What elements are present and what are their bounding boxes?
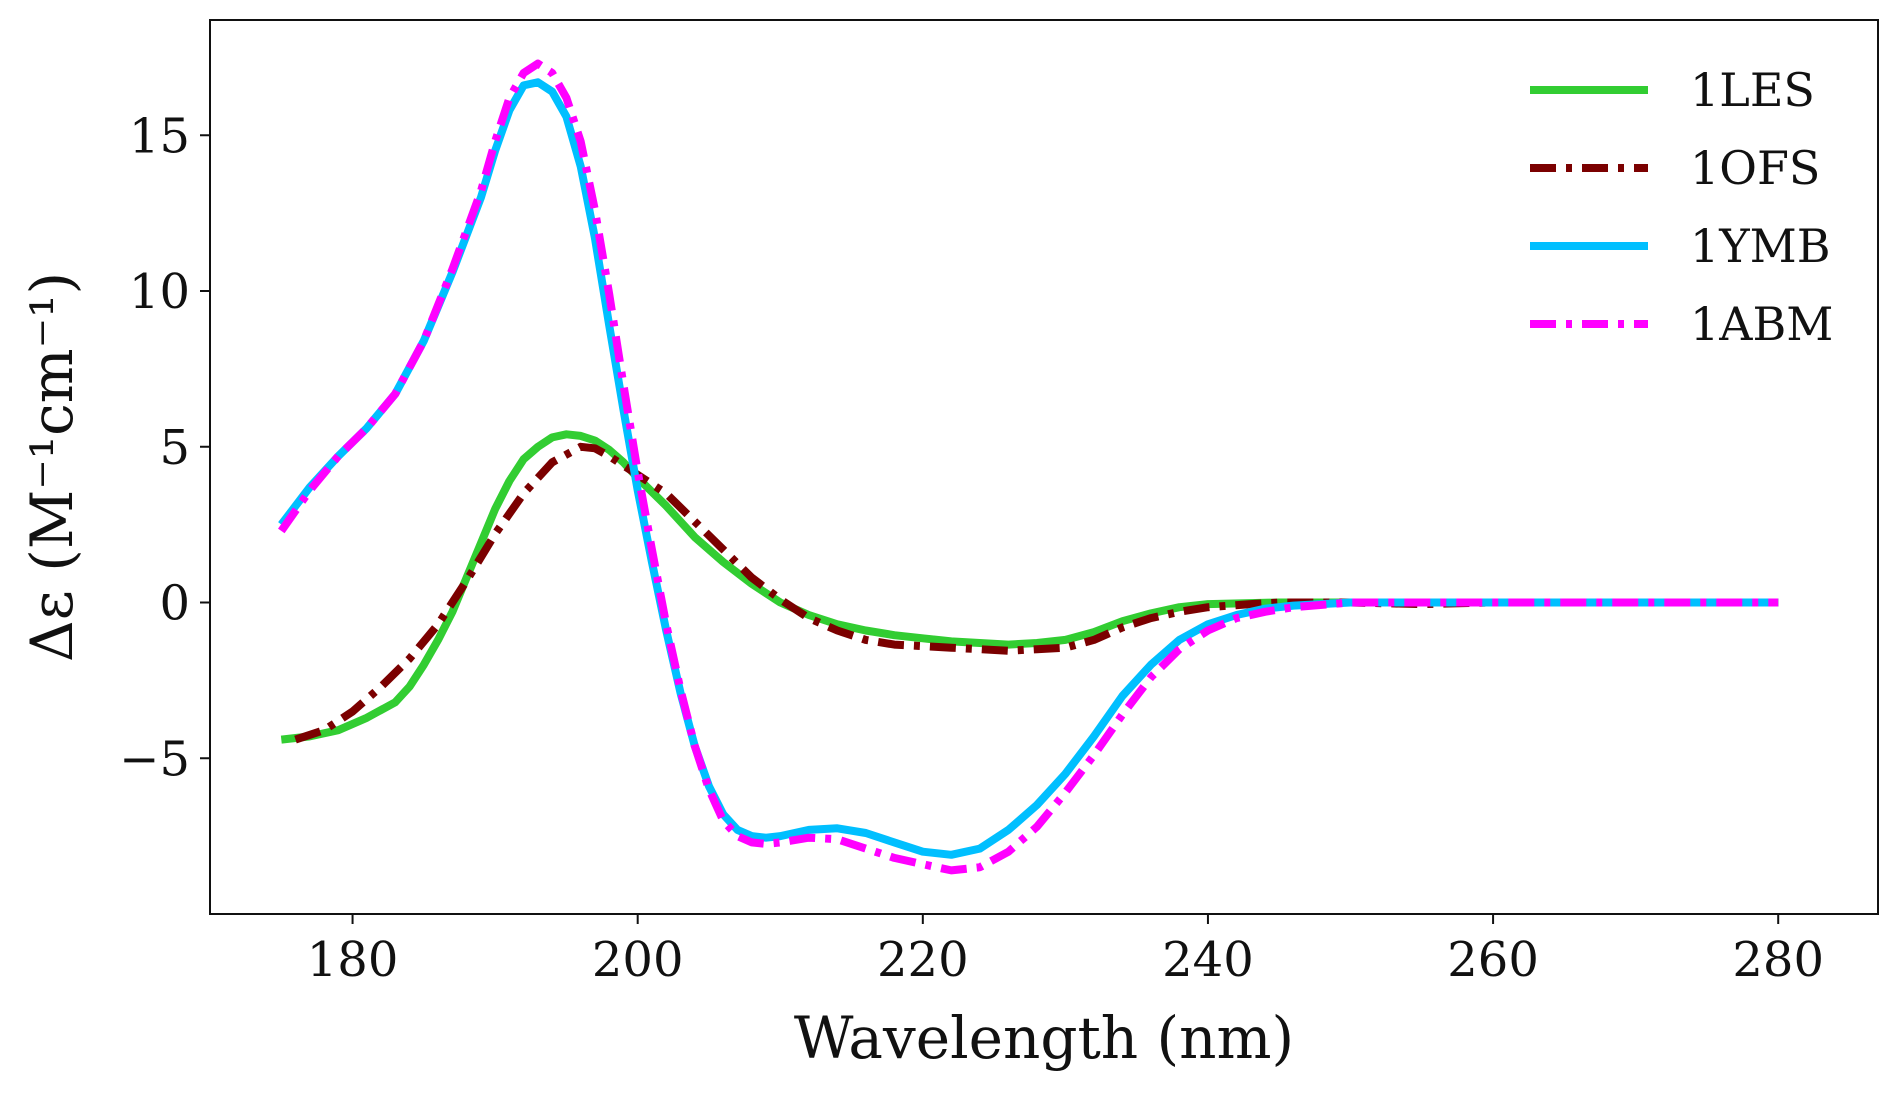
series-line-1ymb (278, 78, 1779, 859)
x-tick-label: 280 (1732, 932, 1824, 988)
legend-label-1les: 1LES (1690, 63, 1815, 117)
series-layer (278, 59, 1779, 875)
series-line-1abm (278, 59, 1779, 875)
x-tick-label: 220 (877, 932, 969, 988)
y-axis-label: Δε (M⁻¹cm⁻¹) (18, 272, 86, 662)
x-tick-label: 260 (1447, 932, 1539, 988)
legend: 1LES 1OFS 1YMB 1ABM (1530, 63, 1833, 351)
y-tick-label: 0 (159, 576, 190, 632)
y-tick-label: 15 (129, 108, 190, 164)
y-tick-label: 5 (159, 420, 190, 476)
x-tick-label: 180 (307, 932, 399, 988)
legend-label-1abm: 1ABM (1690, 297, 1833, 351)
x-axis-ticks: 180 200 220 240 260 280 (307, 914, 1824, 988)
x-axis-label: Wavelength (nm) (794, 1004, 1294, 1072)
series-line-1les (280, 430, 1779, 744)
x-tick-label: 240 (1162, 932, 1254, 988)
series-line-1ofs (294, 442, 1779, 744)
legend-label-1ofs: 1OFS (1690, 141, 1820, 195)
legend-label-1ymb: 1YMB (1690, 219, 1831, 273)
y-axis-ticks: −5 0 5 10 15 (119, 108, 210, 787)
x-tick-label: 200 (592, 932, 684, 988)
y-tick-label: 10 (129, 264, 190, 320)
y-tick-label: −5 (119, 731, 190, 787)
plot-frame (209, 19, 1879, 915)
